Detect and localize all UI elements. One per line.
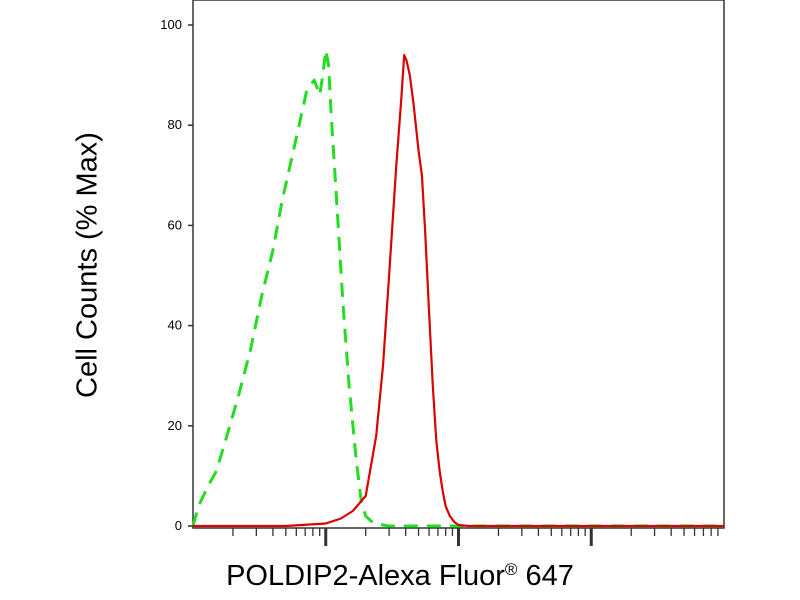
y-tick-label: 60	[168, 217, 182, 232]
x-axis-label: POLDIP2-Alexa Fluor® 647	[0, 560, 800, 593]
plot-frame	[192, 0, 725, 529]
tick-layer: 0 20 40 60 80 100	[160, 17, 719, 546]
axes	[192, 0, 725, 529]
control-histogram-line	[191, 48, 724, 528]
y-axis-label: Cell Counts (% Max)	[71, 132, 104, 398]
series-layer	[191, 48, 724, 528]
y-tick-label: 0	[175, 518, 182, 533]
x-axis-label-main: POLDIP2-Alexa Fluor	[226, 560, 505, 592]
y-tick-label: 80	[168, 117, 182, 132]
y-tick-label: 40	[168, 318, 182, 333]
x-axis-label-tail: 647	[517, 560, 574, 592]
registered-mark: ®	[504, 560, 518, 579]
y-tick-label: 100	[160, 17, 182, 32]
y-tick-label: 20	[168, 418, 182, 433]
sample-histogram-line	[193, 53, 724, 528]
